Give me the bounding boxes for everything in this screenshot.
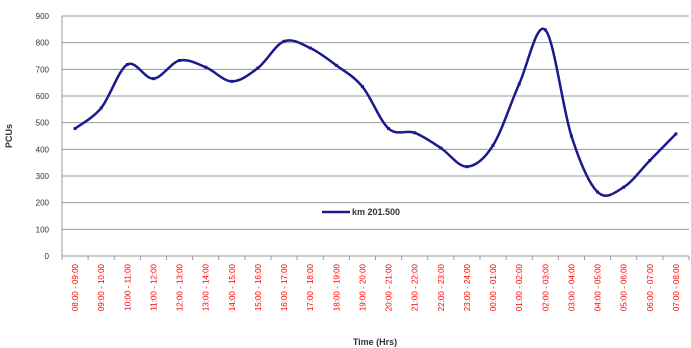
data-point — [99, 106, 103, 110]
x-tick-label: 05:00 - 06:00 — [620, 263, 629, 311]
data-point — [151, 77, 155, 81]
y-tick-label: 0 — [45, 252, 50, 261]
x-axis-ticks: 08:00 - 09:00 09:00 - 10:00 10:00 - 11:00 1… — [61, 256, 690, 311]
x-tick-label: 10:00 - 11:00 — [123, 263, 132, 310]
data-point — [178, 59, 182, 63]
data-point — [73, 127, 77, 131]
x-axis-title: Time (Hrs) — [353, 337, 397, 347]
data-point — [334, 63, 338, 67]
x-tick-label: 20:00 - 21:00 — [385, 263, 394, 311]
data-point — [569, 134, 573, 138]
legend-label-km-201-500: km 201.500 — [352, 207, 400, 217]
x-tick-label: 00:00 - 01:00 — [489, 263, 498, 311]
y-axis-title: PCUs — [4, 124, 14, 148]
data-point — [256, 66, 260, 70]
y-tick-label: 500 — [36, 119, 50, 128]
x-tick-label: 17:00 - 18:00 — [306, 263, 315, 311]
x-tick-label: 18:00 - 19:00 — [332, 263, 341, 311]
data-point — [204, 65, 208, 69]
data-point — [622, 185, 626, 189]
y-tick-label: 400 — [36, 145, 50, 154]
data-point — [648, 159, 652, 163]
data-point — [308, 46, 312, 50]
y-axis-ticks: 0 100 200 300 400 500 600 700 800 900 — [36, 12, 50, 261]
y-tick-label: 700 — [36, 65, 50, 74]
x-tick-label: 16:00 - 17:00 — [280, 263, 289, 311]
x-tick-label: 12:00 - 13:00 — [176, 263, 185, 311]
series-line-0 — [74, 27, 677, 197]
data-point — [387, 127, 391, 131]
x-tick-label: 07:00 - 08:00 — [672, 263, 681, 311]
y-tick-label: 900 — [36, 12, 50, 21]
x-tick-label: 23:00 - 24:00 — [463, 263, 472, 311]
x-tick-label: 22:00 - 23:00 — [437, 263, 446, 311]
y-tick-label: 600 — [36, 92, 50, 101]
data-point — [465, 165, 469, 169]
x-tick-label: 15:00 - 16:00 — [254, 263, 263, 311]
gridlines — [61, 15, 689, 257]
data-point — [596, 190, 600, 194]
x-tick-label: 13:00 - 14:00 — [202, 263, 211, 311]
data-point — [517, 82, 521, 86]
data-point — [413, 131, 417, 135]
data-point — [125, 63, 129, 67]
y-tick-label: 200 — [36, 199, 50, 208]
x-tick-label: 02:00 - 03:00 — [541, 263, 550, 311]
series-layer — [73, 27, 678, 197]
y-tick-label: 100 — [36, 225, 50, 234]
x-tick-label: 03:00 - 04:00 — [567, 263, 576, 311]
x-tick-label: 09:00 - 10:00 — [97, 263, 106, 311]
x-tick-label: 19:00 - 20:00 — [358, 263, 367, 311]
data-point — [674, 132, 678, 136]
x-tick-label: 01:00 - 02:00 — [515, 263, 524, 311]
data-point — [360, 85, 364, 89]
data-point — [230, 79, 234, 83]
data-point — [543, 28, 547, 32]
legend: km 201.500 — [322, 207, 400, 217]
x-tick-label: 21:00 - 22:00 — [411, 263, 420, 311]
x-tick-label: 11:00 - 12:00 — [149, 263, 158, 310]
x-tick-label: 14:00 - 15:00 — [228, 263, 237, 311]
x-tick-label: 06:00 - 07:00 — [646, 263, 655, 311]
data-point — [491, 143, 495, 147]
y-tick-label: 800 — [36, 39, 50, 48]
data-point — [282, 39, 286, 43]
x-tick-label: 08:00 - 09:00 — [71, 263, 80, 311]
y-tick-label: 300 — [36, 172, 50, 181]
x-tick-label: 04:00 - 05:00 — [594, 263, 603, 311]
data-point — [439, 146, 443, 150]
